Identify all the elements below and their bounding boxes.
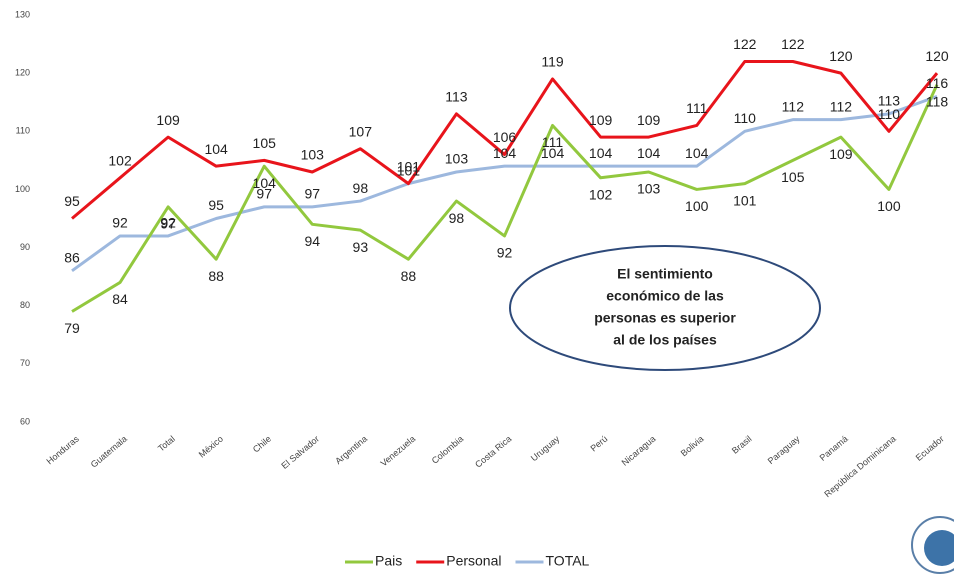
legend-label: TOTAL <box>546 553 590 569</box>
legend-label: Personal <box>446 553 501 569</box>
data-label: 112 <box>830 98 853 114</box>
x-tick-label: Perú <box>588 434 609 454</box>
series-line <box>71 84 939 313</box>
data-label: 104 <box>589 145 613 161</box>
data-label: 109 <box>156 112 180 128</box>
x-tick-label: México <box>197 434 225 460</box>
data-label: 107 <box>349 123 373 139</box>
data-label: 101 <box>397 158 421 174</box>
data-label: 94 <box>304 233 320 249</box>
x-tick-label: Costa Rica <box>473 434 513 470</box>
data-label: 95 <box>208 197 224 213</box>
data-label: 105 <box>253 135 277 151</box>
x-tick-label: Venezuela <box>379 434 418 469</box>
data-label: 110 <box>734 110 757 126</box>
data-label: 102 <box>589 187 613 203</box>
x-tick-label: Total <box>156 434 177 454</box>
x-tick-label: Panamá <box>818 434 850 463</box>
data-label: 111 <box>542 134 563 150</box>
data-label: 86 <box>64 250 80 266</box>
annotation-ellipse <box>509 245 821 371</box>
y-tick-label: 130 <box>15 9 30 19</box>
data-label: 113 <box>445 89 468 105</box>
x-tick-label: Guatemala <box>89 434 129 470</box>
y-tick-label: 70 <box>20 358 30 368</box>
data-label: 103 <box>445 151 469 167</box>
data-label: 84 <box>112 291 128 307</box>
annotation: personas es superior <box>594 310 736 326</box>
data-label: 116 <box>926 75 949 91</box>
x-tick-label: Chile <box>251 434 273 455</box>
data-label: 95 <box>64 193 80 209</box>
data-label: 100 <box>877 198 901 214</box>
data-label: 102 <box>108 153 132 169</box>
x-tick-label: Ecuador <box>914 434 946 463</box>
data-label: 119 <box>541 54 564 70</box>
data-label: 98 <box>353 180 369 196</box>
data-label: 104 <box>541 145 565 161</box>
legend-label: Pais <box>375 553 402 569</box>
x-tick-label: Bolivia <box>679 434 706 459</box>
data-label: 104 <box>204 141 228 157</box>
data-label: 112 <box>782 98 805 114</box>
data-label: 100 <box>685 198 709 214</box>
y-tick-label: 80 <box>20 300 30 310</box>
x-tick-label: Brasil <box>730 434 754 456</box>
x-tick-label: Argentina <box>333 434 369 466</box>
data-label: 92 <box>160 215 176 231</box>
data-label: 92 <box>497 245 513 261</box>
data-label: 97 <box>304 186 320 202</box>
data-label: 106 <box>493 129 517 145</box>
data-label: 104 <box>493 145 517 161</box>
annotation: económico de las <box>606 288 724 304</box>
data-label: 120 <box>829 48 853 64</box>
x-tick-label: Paraguay <box>766 433 802 466</box>
data-label: 109 <box>829 146 853 162</box>
data-label: 103 <box>637 181 661 197</box>
y-tick-label: 110 <box>16 126 30 136</box>
data-label: 109 <box>637 112 661 128</box>
data-label: 92 <box>112 215 128 231</box>
data-label: 97 <box>256 186 272 202</box>
series-line <box>71 94 938 273</box>
x-tick-label: Honduras <box>44 433 81 466</box>
data-label: 104 <box>685 145 709 161</box>
data-label: 101 <box>733 192 757 208</box>
x-tick-label: Colombia <box>430 434 466 466</box>
data-label: 88 <box>401 268 417 284</box>
y-tick-label: 100 <box>15 184 30 194</box>
x-tick-label: Nicaragua <box>620 434 658 468</box>
y-tick-label: 90 <box>20 242 30 252</box>
y-tick-label: 120 <box>15 68 30 78</box>
data-label: 97 <box>160 216 176 232</box>
data-label: 104 <box>253 175 277 191</box>
data-label: 120 <box>925 48 949 64</box>
data-label: 103 <box>301 147 325 163</box>
data-label: 118 <box>926 93 949 109</box>
data-label: 79 <box>64 320 80 336</box>
series-line <box>71 60 939 220</box>
data-label: 105 <box>781 169 805 185</box>
data-label: 122 <box>781 36 805 52</box>
x-tick-label: El Salvador <box>279 434 321 471</box>
data-label: 111 <box>686 100 707 116</box>
data-label: 109 <box>589 112 613 128</box>
data-label: 101 <box>397 162 421 178</box>
y-tick-label: 60 <box>20 416 30 426</box>
annotation: al de los países <box>613 332 717 348</box>
data-label: 110 <box>878 106 901 122</box>
data-label: 93 <box>353 239 369 255</box>
data-label: 113 <box>878 93 901 109</box>
logo <box>911 516 954 574</box>
data-label: 88 <box>208 268 224 284</box>
x-tick-label: Uruguay <box>529 433 562 463</box>
data-label: 104 <box>637 145 661 161</box>
data-label: 98 <box>449 210 465 226</box>
annotation: El sentimiento <box>617 266 713 282</box>
data-label: 122 <box>733 36 757 52</box>
